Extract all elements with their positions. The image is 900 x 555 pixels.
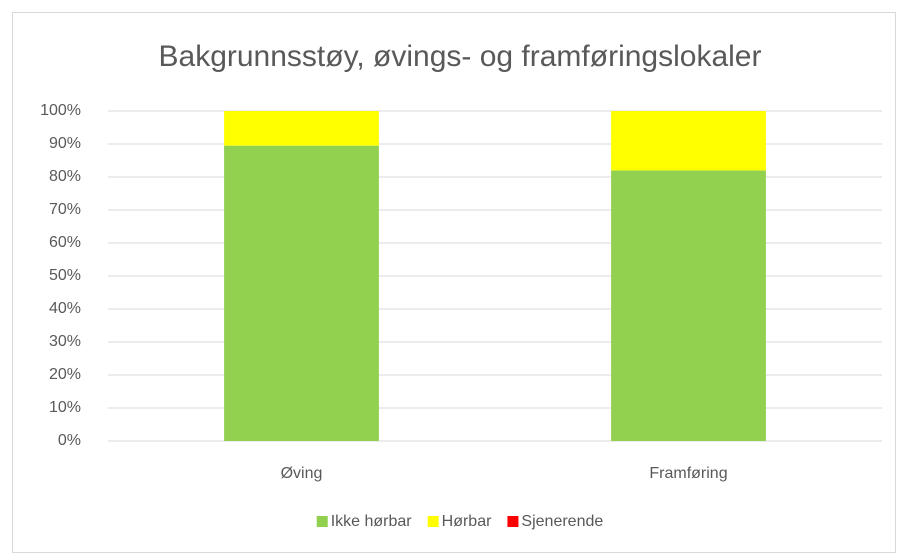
bar-segment (611, 111, 766, 171)
y-tick-label: 0% (58, 432, 81, 449)
y-tick-label: 100% (40, 102, 81, 119)
chart-title: Bakgrunnsstøy, øvings- og framføringslok… (159, 40, 762, 73)
y-tick-label: 50% (49, 267, 81, 284)
y-tick-label: 90% (49, 135, 81, 152)
bar-segment (224, 145, 379, 441)
legend-label: Hørbar (442, 513, 492, 530)
legend-swatch (316, 516, 328, 527)
y-tick-label: 70% (49, 201, 81, 218)
bar-segment (611, 170, 766, 441)
x-tick-label: Framføring (649, 465, 727, 482)
x-tick-label: Øving (281, 465, 323, 482)
bar-segment (224, 111, 379, 146)
y-tick-label: 20% (49, 366, 81, 383)
legend-swatch (427, 516, 439, 527)
y-tick-label: 40% (49, 300, 81, 317)
legend-label: Ikke hørbar (331, 513, 413, 530)
legend-swatch (507, 516, 519, 527)
y-tick-label: 60% (49, 234, 81, 251)
y-tick-label: 80% (49, 168, 81, 185)
y-tick-label: 10% (49, 399, 81, 416)
y-tick-label: 30% (49, 333, 81, 350)
legend-label: Sjenerende (521, 513, 603, 530)
